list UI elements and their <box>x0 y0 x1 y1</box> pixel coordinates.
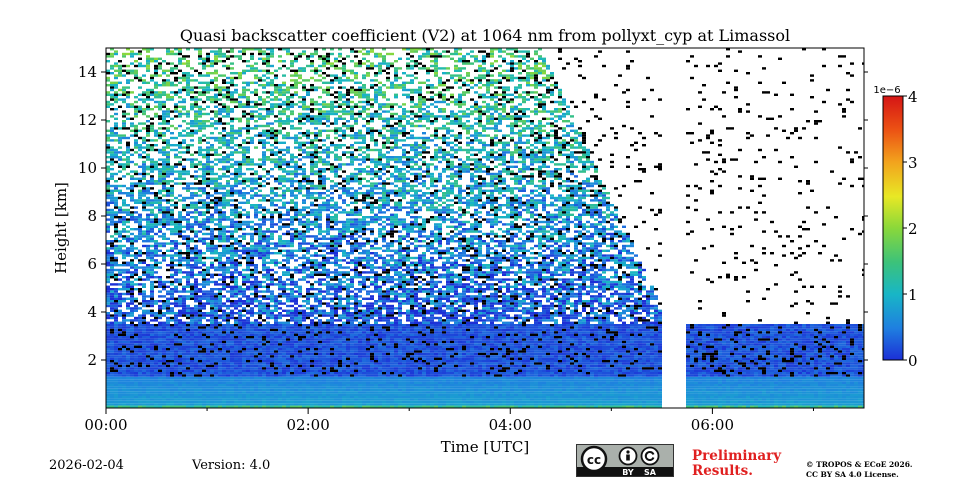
colorbar: 1e−6 0 1 2 3 4 <box>873 85 917 370</box>
heatmap-area <box>106 48 864 408</box>
colorbar-gradient <box>882 95 904 361</box>
plot-frame <box>105 47 865 409</box>
cc-icon <box>580 445 608 473</box>
y-tick-label: 4 <box>87 303 97 321</box>
colorbar-tick-label: 1 <box>908 286 918 304</box>
by-label: BY <box>622 468 634 476</box>
y-tick-label: 12 <box>78 111 97 129</box>
y-tick-label: 14 <box>78 63 97 81</box>
x-tick-label: 04:00 <box>489 416 532 434</box>
colorbar-exponent: 1e−6 <box>873 85 900 96</box>
colorbar-tick-label: 2 <box>908 220 918 238</box>
sa-icon <box>640 446 660 466</box>
y-tick-label: 2 <box>87 351 97 369</box>
y-axis-label: Height [km] <box>52 182 70 274</box>
y-tick-label: 6 <box>87 255 97 273</box>
colorbar-tick-label: 3 <box>908 154 918 172</box>
footer-date: 2026-02-04 <box>49 458 124 473</box>
cc-license-badge[interactable]: cc BY SA <box>576 444 674 477</box>
y-tick-label: 10 <box>78 159 97 177</box>
y-axis: 2 4 6 8 10 12 14 <box>78 63 868 369</box>
y-tick-label: 8 <box>87 207 97 225</box>
x-tick-label: 02:00 <box>287 416 330 434</box>
cc-icon-text: cc <box>587 453 601 467</box>
x-axis: 00:00 02:00 04:00 06:00 <box>84 408 814 434</box>
x-axis-label: Time [UTC] <box>441 438 530 456</box>
x-tick-label: 00:00 <box>84 416 127 434</box>
colorbar-ticks: 0 1 2 3 4 <box>903 88 918 370</box>
colorbar-tick-label: 0 <box>908 352 918 370</box>
chart-title: Quasi backscatter coefficient (V2) at 10… <box>180 26 790 45</box>
copyright-line-2: CC BY SA 4.0 License. <box>806 470 899 479</box>
preliminary-notice: Preliminary Results. <box>692 449 781 479</box>
footer-version: Version: 4.0 <box>192 458 271 473</box>
copyright-notice: © TROPOS & ECoE 2026. CC BY SA 4.0 Licen… <box>806 460 913 480</box>
preliminary-line-2: Results. <box>692 463 753 479</box>
x-tick-label: 06:00 <box>691 416 734 434</box>
heatmap-cells <box>106 48 864 408</box>
sa-label: SA <box>644 468 657 476</box>
copyright-line-1: © TROPOS & ECoE 2026. <box>806 460 913 469</box>
preliminary-line-1: Preliminary <box>692 448 782 464</box>
colorbar-tick-label: 4 <box>908 88 918 106</box>
